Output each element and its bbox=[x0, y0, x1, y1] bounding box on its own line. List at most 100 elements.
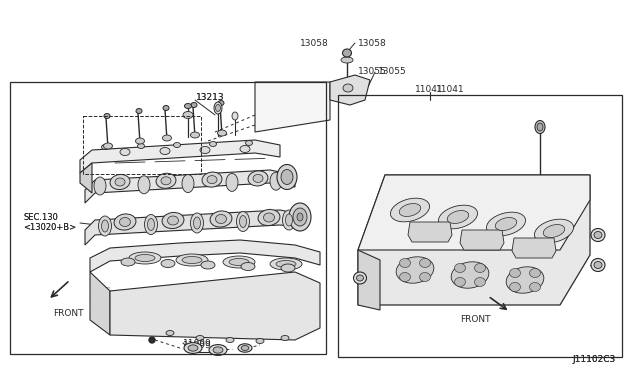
Ellipse shape bbox=[147, 218, 154, 231]
Ellipse shape bbox=[246, 141, 253, 145]
Ellipse shape bbox=[163, 106, 169, 110]
Ellipse shape bbox=[594, 231, 602, 238]
Ellipse shape bbox=[238, 344, 252, 352]
Ellipse shape bbox=[543, 225, 564, 237]
Ellipse shape bbox=[537, 123, 543, 131]
Text: FRONT: FRONT bbox=[53, 310, 83, 318]
Ellipse shape bbox=[591, 228, 605, 241]
Ellipse shape bbox=[248, 171, 268, 186]
Ellipse shape bbox=[447, 211, 468, 224]
Ellipse shape bbox=[202, 172, 222, 187]
Ellipse shape bbox=[223, 256, 255, 268]
Ellipse shape bbox=[399, 259, 410, 267]
Ellipse shape bbox=[110, 174, 130, 190]
Ellipse shape bbox=[506, 267, 544, 293]
Text: 13055: 13055 bbox=[378, 67, 407, 77]
Ellipse shape bbox=[210, 211, 232, 227]
Polygon shape bbox=[408, 222, 452, 242]
Ellipse shape bbox=[129, 252, 161, 264]
Ellipse shape bbox=[209, 344, 227, 355]
Ellipse shape bbox=[161, 177, 171, 185]
Text: J11102C3: J11102C3 bbox=[572, 356, 615, 365]
Polygon shape bbox=[330, 75, 370, 105]
Ellipse shape bbox=[209, 141, 216, 147]
Ellipse shape bbox=[162, 212, 184, 228]
Ellipse shape bbox=[474, 278, 486, 286]
Ellipse shape bbox=[183, 112, 193, 119]
Ellipse shape bbox=[281, 336, 289, 340]
Ellipse shape bbox=[264, 213, 275, 222]
Ellipse shape bbox=[104, 113, 110, 119]
Ellipse shape bbox=[216, 105, 221, 112]
Ellipse shape bbox=[535, 121, 545, 134]
Polygon shape bbox=[255, 82, 330, 132]
Text: SEC.130: SEC.130 bbox=[23, 214, 58, 222]
Ellipse shape bbox=[226, 173, 238, 192]
Ellipse shape bbox=[343, 84, 353, 92]
Polygon shape bbox=[85, 170, 295, 203]
Text: 11041: 11041 bbox=[436, 86, 465, 94]
Ellipse shape bbox=[213, 347, 223, 353]
Polygon shape bbox=[90, 240, 320, 272]
Bar bbox=[338, 95, 622, 357]
Ellipse shape bbox=[289, 203, 311, 231]
Ellipse shape bbox=[136, 109, 142, 113]
Ellipse shape bbox=[156, 173, 176, 188]
Ellipse shape bbox=[237, 212, 250, 231]
Polygon shape bbox=[85, 210, 305, 245]
Text: 11099: 11099 bbox=[183, 340, 212, 350]
Text: J11102C3: J11102C3 bbox=[572, 356, 615, 365]
Ellipse shape bbox=[161, 260, 175, 267]
Ellipse shape bbox=[218, 100, 224, 106]
Ellipse shape bbox=[509, 282, 520, 292]
Ellipse shape bbox=[99, 216, 111, 236]
Ellipse shape bbox=[529, 269, 541, 278]
Ellipse shape bbox=[390, 198, 429, 222]
Ellipse shape bbox=[184, 103, 191, 109]
Ellipse shape bbox=[193, 217, 200, 229]
Ellipse shape bbox=[160, 148, 170, 154]
Ellipse shape bbox=[176, 254, 208, 266]
Ellipse shape bbox=[191, 103, 197, 108]
Ellipse shape bbox=[138, 176, 150, 194]
Ellipse shape bbox=[214, 102, 222, 114]
Ellipse shape bbox=[285, 214, 292, 226]
Ellipse shape bbox=[594, 262, 602, 269]
Ellipse shape bbox=[486, 212, 525, 236]
Ellipse shape bbox=[114, 214, 136, 230]
Text: 13213: 13213 bbox=[196, 93, 225, 102]
Ellipse shape bbox=[241, 346, 249, 350]
Ellipse shape bbox=[454, 263, 465, 273]
Text: 11099: 11099 bbox=[183, 340, 212, 349]
Ellipse shape bbox=[120, 218, 131, 227]
Text: 13058: 13058 bbox=[300, 38, 329, 48]
Polygon shape bbox=[80, 140, 280, 173]
Polygon shape bbox=[358, 175, 590, 250]
Text: 11041: 11041 bbox=[415, 86, 444, 94]
Polygon shape bbox=[90, 272, 110, 335]
Ellipse shape bbox=[200, 147, 210, 154]
Ellipse shape bbox=[145, 215, 157, 234]
Ellipse shape bbox=[270, 172, 282, 190]
Ellipse shape bbox=[258, 209, 280, 225]
Ellipse shape bbox=[191, 213, 204, 233]
Ellipse shape bbox=[282, 210, 296, 230]
Ellipse shape bbox=[509, 269, 520, 278]
Ellipse shape bbox=[399, 273, 410, 282]
Ellipse shape bbox=[438, 205, 477, 229]
Ellipse shape bbox=[182, 257, 202, 263]
Ellipse shape bbox=[293, 208, 307, 226]
Ellipse shape bbox=[419, 273, 431, 282]
Ellipse shape bbox=[138, 144, 145, 148]
Ellipse shape bbox=[115, 178, 125, 186]
Ellipse shape bbox=[356, 275, 364, 281]
Ellipse shape bbox=[353, 272, 367, 284]
Ellipse shape bbox=[239, 215, 246, 228]
Ellipse shape bbox=[396, 257, 434, 283]
Text: FRONT: FRONT bbox=[460, 315, 490, 324]
Ellipse shape bbox=[163, 135, 172, 141]
Ellipse shape bbox=[136, 138, 145, 144]
Ellipse shape bbox=[216, 215, 227, 224]
Text: <13020+B>: <13020+B> bbox=[23, 224, 76, 232]
Ellipse shape bbox=[232, 112, 238, 120]
